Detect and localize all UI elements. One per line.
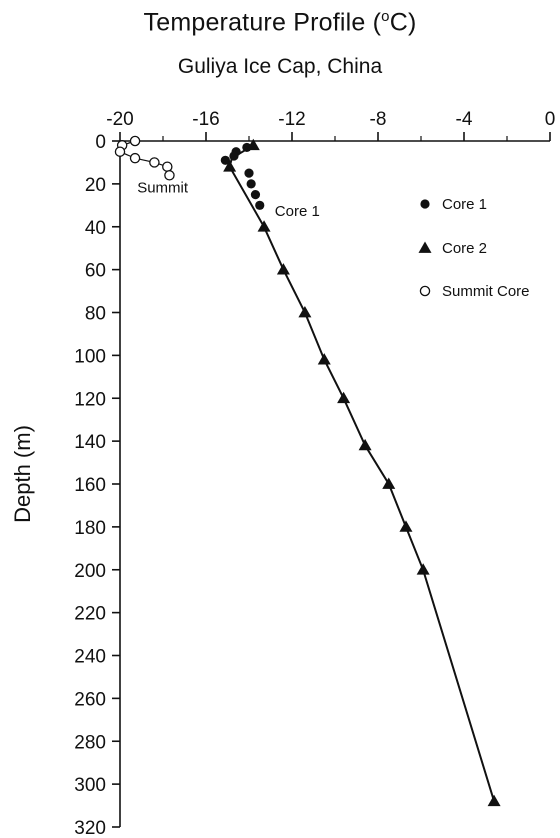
core-1-point	[229, 151, 239, 161]
core-1-point	[244, 168, 254, 178]
summit-annotation: Summit	[137, 179, 189, 196]
y-tick-label: 80	[85, 304, 106, 325]
core-2-point	[317, 353, 331, 365]
x-tick-label: -12	[278, 109, 305, 130]
degree-symbol: o	[381, 8, 390, 25]
legend-marker-core-2	[418, 241, 432, 253]
y-tick-label: 160	[74, 475, 106, 496]
legend-label-summit-core: Summit Core	[442, 283, 530, 300]
summit-core-point	[129, 135, 141, 147]
y-tick-label: 320	[74, 818, 106, 838]
y-tick-label: 40	[85, 218, 106, 239]
y-tick-label: 300	[74, 775, 106, 796]
legend-marker-summit-core	[419, 285, 431, 297]
core-2-point	[416, 563, 430, 575]
axes-group: -20 -16 -12 -8 -4 0 0 20 40 60 80 100 120 140 160 180 20…	[10, 109, 555, 838]
y-tick-label: 220	[74, 604, 106, 625]
y-tick-label: 260	[74, 689, 106, 710]
y-axis-label: Depth (m)	[10, 425, 35, 523]
core-2-point	[257, 220, 271, 232]
x-tick-label: -8	[370, 109, 387, 130]
core-2-point	[223, 160, 237, 172]
summit-core-point	[149, 157, 160, 168]
y-tick-label: 180	[74, 518, 106, 539]
y-tick-label: 60	[85, 261, 106, 282]
y-tick-label: 0	[95, 132, 106, 153]
y-tick-label: 140	[74, 432, 106, 453]
y-tick-label: 20	[85, 175, 106, 196]
annotations-group: Summit Core 1	[137, 179, 320, 220]
y-tick-label: 200	[74, 561, 106, 582]
summit-core-point	[114, 146, 126, 157]
x-tick-label: -16	[192, 109, 219, 130]
core-2-point	[246, 138, 260, 151]
core-1-point	[220, 155, 230, 165]
x-tick-label: 0	[545, 109, 556, 130]
legend: Core 1 Core 2 Summit Core	[418, 196, 530, 300]
core-2-point	[487, 794, 501, 807]
chart-title-suffix: C)	[389, 8, 417, 37]
core-2-point	[298, 306, 312, 318]
trend-line-group	[119, 140, 496, 802]
chart-title: Temperature Profile (oC)	[0, 8, 560, 37]
y-tick-label: 100	[74, 346, 106, 367]
legend-marker-core-1	[420, 199, 430, 209]
summit-core-point	[129, 152, 141, 164]
x-tick-label: -4	[456, 109, 473, 130]
core-2-point	[382, 477, 396, 489]
summit-core-point	[162, 161, 173, 172]
core-1-point	[250, 189, 261, 200]
core-2-point	[276, 263, 290, 275]
legend-label-core-2: Core 2	[442, 240, 487, 257]
core-2-point	[337, 391, 351, 404]
chart-title-text: Temperature Profile (	[143, 8, 382, 37]
core-1-point	[246, 179, 256, 189]
y-tick-label: 280	[74, 732, 106, 753]
chart-subtitle: Guliya Ice Cap, China	[177, 55, 383, 78]
summit-core-point	[164, 170, 175, 181]
data-points-group	[114, 135, 501, 807]
core1-annotation: Core 1	[275, 203, 320, 220]
y-tick-label: 240	[74, 647, 106, 668]
legend-label-core-1: Core 1	[442, 196, 487, 213]
core-1-point	[255, 200, 265, 210]
y-tick-label: 120	[74, 389, 106, 410]
core-2-point	[399, 520, 413, 532]
x-tick-label: -20	[106, 109, 133, 130]
core-2-point	[358, 438, 372, 451]
summit-core-line	[119, 140, 171, 176]
